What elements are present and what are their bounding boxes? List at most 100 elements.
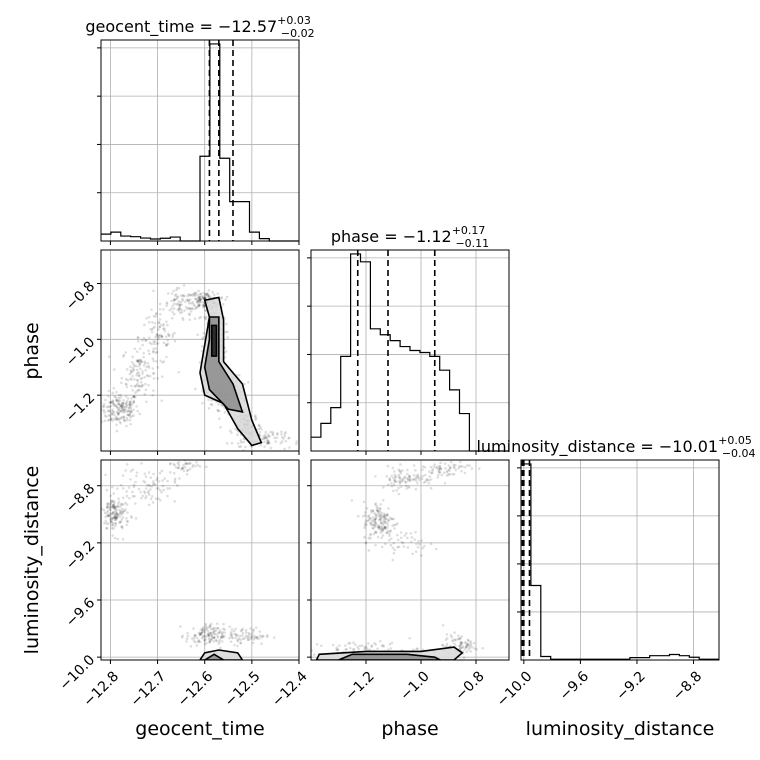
scatter-point — [108, 504, 111, 508]
scatter-point — [458, 636, 462, 640]
scatter-point — [253, 636, 257, 640]
scatter-point — [190, 306, 194, 310]
scatter-point — [120, 406, 124, 409]
scatter-point — [107, 355, 111, 359]
scatter-point — [165, 301, 169, 304]
scatter-point — [151, 321, 154, 324]
scatter-point — [176, 466, 180, 470]
scatter-point — [142, 364, 146, 367]
scatter-point — [241, 634, 244, 637]
scatter-point — [374, 543, 377, 547]
scatter-point — [416, 476, 419, 480]
scatter-point — [201, 294, 204, 298]
scatter-point — [190, 637, 194, 640]
scatter-point — [109, 417, 113, 421]
scatter-point — [203, 631, 207, 634]
scatter-point — [194, 633, 197, 637]
scatter-point — [117, 408, 121, 411]
scatter-point — [109, 494, 112, 498]
scatter-point — [168, 471, 172, 474]
scatter-point — [118, 402, 121, 406]
scatter-point — [120, 525, 123, 528]
scatter-point — [107, 419, 110, 422]
scatter-point — [130, 370, 133, 373]
scatter-point — [149, 327, 152, 331]
scatter-point — [367, 642, 370, 645]
scatter-point — [398, 476, 402, 479]
scatter-point — [247, 636, 251, 639]
scatter-point — [158, 312, 162, 316]
scatter-point — [414, 530, 417, 534]
scatter-point — [115, 398, 118, 402]
scatter-point — [114, 516, 117, 519]
scatter-point — [198, 298, 202, 301]
scatter-point — [412, 478, 416, 481]
scatter-point — [207, 294, 211, 298]
scatter-point — [197, 640, 200, 644]
scatter-point — [197, 296, 200, 300]
scatter-point — [126, 511, 129, 514]
scatter-point — [385, 517, 388, 521]
scatter-point — [378, 506, 381, 510]
scatter-point — [171, 335, 174, 338]
scatter-point — [195, 300, 199, 304]
scatter-point — [459, 643, 462, 646]
scatter-point — [212, 636, 216, 640]
scatter-point — [254, 416, 258, 420]
scatter-point — [104, 519, 108, 523]
scatter-point — [250, 635, 253, 639]
scatter-point — [365, 647, 369, 651]
scatter-point — [240, 628, 244, 632]
scatter-point — [120, 406, 124, 410]
scatter-point — [115, 515, 119, 519]
scatter-point — [102, 404, 105, 408]
scatter-point — [236, 639, 240, 643]
scatter-point — [147, 503, 151, 507]
scatter-point — [384, 525, 387, 529]
scatter-point — [180, 298, 184, 301]
scatter-point — [343, 644, 347, 647]
scatter-point — [209, 631, 213, 635]
scatter-point — [198, 633, 202, 637]
scatter-point — [214, 629, 218, 632]
scatter-point — [378, 517, 382, 521]
scatter-point — [374, 514, 378, 517]
scatter-point — [107, 514, 111, 517]
scatter-point — [459, 640, 462, 644]
scatter-point — [464, 645, 468, 649]
scatter-point — [202, 304, 206, 308]
scatter-point — [128, 404, 132, 407]
scatter-point — [224, 330, 228, 334]
scatter-point — [203, 635, 207, 638]
scatter-point — [175, 286, 179, 290]
scatter-point — [453, 638, 457, 641]
scatter-point — [416, 481, 419, 485]
scatter-point — [120, 502, 123, 506]
scatter-point — [207, 288, 211, 292]
scatter-point — [287, 437, 290, 440]
scatter-point — [122, 405, 126, 408]
scatter-point — [429, 542, 433, 546]
scatter-point — [134, 502, 137, 505]
scatter-point — [384, 517, 387, 521]
scatter-point — [467, 648, 471, 651]
scatter-point — [206, 635, 210, 638]
scatter-point — [134, 384, 137, 388]
scatter-point — [128, 412, 132, 416]
scatter-point — [102, 508, 106, 512]
scatter-point — [173, 477, 177, 480]
scatter-point — [204, 292, 207, 296]
scatter-point — [113, 404, 116, 408]
scatter-point — [158, 325, 162, 329]
scatter-point — [130, 397, 133, 400]
scatter-point — [191, 307, 195, 311]
scatter-point — [210, 634, 214, 637]
scatter-point — [434, 547, 438, 551]
scatter-point — [121, 401, 125, 405]
scatter-point — [125, 503, 129, 506]
scatter-point — [467, 639, 470, 642]
scatter-point — [128, 401, 132, 404]
scatter-point — [440, 473, 444, 477]
scatter-point — [443, 462, 447, 465]
scatter-point — [142, 355, 145, 359]
